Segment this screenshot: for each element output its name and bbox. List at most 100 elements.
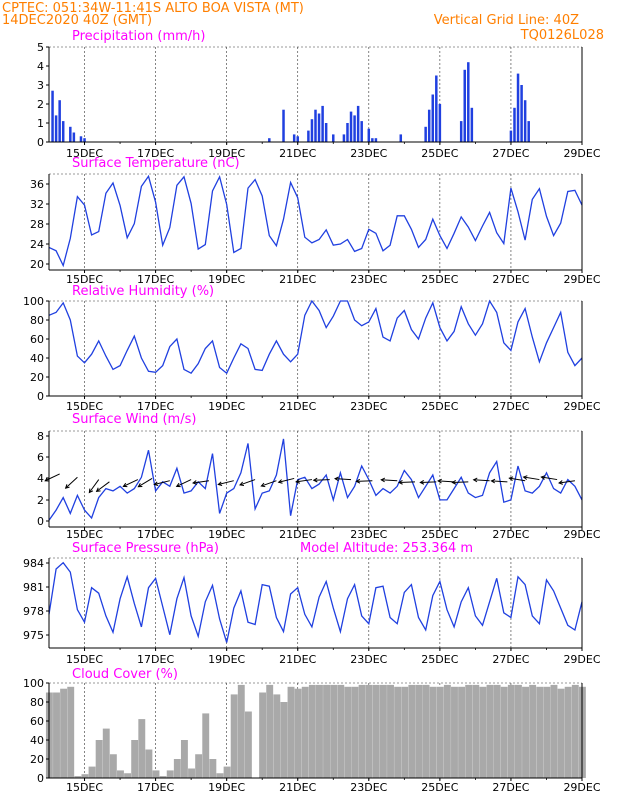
cloud-bar bbox=[337, 684, 345, 778]
header-date: 14DEC2020 40Z (GMT) bbox=[2, 13, 152, 28]
precip-bar bbox=[58, 100, 61, 142]
cloud-bar bbox=[372, 684, 380, 778]
wind-vector bbox=[192, 480, 209, 485]
cloud-bar bbox=[188, 768, 195, 778]
x-tick-label: 19DEC bbox=[208, 147, 245, 160]
pressure-series-line bbox=[48, 561, 583, 643]
model-altitude-label: Model Altitude: 253.364 m bbox=[300, 541, 473, 556]
wind-vector bbox=[437, 478, 455, 484]
precip-bar bbox=[79, 136, 83, 142]
cloud-bar bbox=[486, 684, 494, 778]
cloud-bar bbox=[323, 684, 331, 778]
x-tick-label: 25DEC bbox=[421, 653, 458, 666]
cloud-bar bbox=[443, 684, 451, 778]
cloud-bar bbox=[522, 686, 529, 778]
precip-bar bbox=[360, 121, 363, 142]
x-tick-label: 27DEC bbox=[492, 528, 529, 541]
humidity-title: Relative Humidity (%) bbox=[72, 284, 214, 299]
temp-panel: 20 24 28 32 36 15DEC 17DEC 19DEC 21DEC 23DEC 25DEC… bbox=[30, 156, 601, 286]
y-tick-label: 975 bbox=[23, 629, 44, 642]
wind-vector bbox=[95, 481, 110, 493]
precip-bar bbox=[438, 104, 442, 142]
precip-bar bbox=[61, 121, 65, 142]
precip-bar bbox=[342, 134, 346, 142]
cloud-bar bbox=[287, 686, 295, 778]
x-tick-label: 21DEC bbox=[279, 400, 316, 413]
y-tick-label: 80 bbox=[30, 314, 44, 327]
x-tick-label: 21DEC bbox=[279, 147, 316, 160]
y-tick-label: 2 bbox=[37, 494, 44, 507]
y-tick-label: 60 bbox=[30, 715, 44, 728]
cloud-bar bbox=[436, 686, 444, 778]
cloud-bar bbox=[273, 694, 281, 778]
y-tick-label: 20 bbox=[30, 258, 44, 271]
x-tick-label: 19DEC bbox=[208, 653, 245, 666]
precip-bar bbox=[367, 128, 371, 142]
cloud-bar bbox=[472, 684, 480, 778]
wind-vector bbox=[122, 479, 139, 488]
y-tick-label: 0 bbox=[37, 772, 44, 785]
y-tick-label: 984 bbox=[23, 557, 44, 570]
wind-vector bbox=[217, 480, 234, 487]
y-tick-label: 32 bbox=[30, 198, 44, 211]
wind-vector bbox=[472, 477, 490, 483]
precip-bar bbox=[314, 109, 317, 142]
y-tick-label: 40 bbox=[30, 352, 44, 365]
precip-bar bbox=[509, 130, 513, 142]
precip-bar bbox=[427, 109, 431, 142]
cloud-bar bbox=[195, 754, 203, 778]
x-tick-label: 27DEC bbox=[492, 273, 529, 286]
cloud-bar bbox=[209, 759, 217, 778]
cloud-panel: 0 20 40 60 80 100 15DEC 17DEC 19DEC 21DEC 23DEC 25D… bbox=[23, 667, 601, 794]
precip-bar bbox=[307, 130, 310, 142]
y-tick-label: 3 bbox=[37, 79, 44, 92]
precip-bar bbox=[513, 107, 516, 142]
cloud-bar bbox=[280, 702, 288, 778]
x-tick-label: 19DEC bbox=[208, 273, 245, 286]
x-tick-label: 23DEC bbox=[350, 147, 387, 160]
cloud-bar bbox=[536, 686, 544, 778]
cloud-title: Cloud Cover (%) bbox=[72, 667, 178, 682]
y-tick-label: 981 bbox=[23, 581, 44, 594]
pressure-panel: 975 978 981 984 15DEC 17DEC 19DEC 21DEC 23DEC 25D… bbox=[23, 541, 601, 666]
x-tick-label: 27DEC bbox=[492, 400, 529, 413]
cloud-bar bbox=[358, 684, 366, 778]
y-tick-label: 60 bbox=[30, 333, 44, 346]
cloud-bar bbox=[138, 719, 146, 778]
humidity-series-line bbox=[48, 299, 583, 375]
cloud-bar bbox=[379, 684, 387, 778]
x-tick-label: 17DEC bbox=[137, 147, 174, 160]
x-tick-label: 15DEC bbox=[66, 147, 103, 160]
pressure-title: Surface Pressure (hPa) bbox=[72, 541, 219, 556]
wind-vector bbox=[558, 480, 575, 485]
x-tick-label: 19DEC bbox=[208, 781, 245, 794]
x-tick-label: 21DEC bbox=[279, 273, 316, 286]
precip-bar bbox=[520, 85, 523, 142]
precip-bar bbox=[51, 90, 54, 142]
cloud-bar bbox=[422, 684, 430, 778]
wind-vector bbox=[295, 479, 313, 484]
precip-bar bbox=[467, 62, 470, 143]
x-tick-label: 17DEC bbox=[137, 400, 174, 413]
precip-bar bbox=[282, 109, 285, 142]
wind-vector bbox=[540, 475, 558, 481]
cloud-bar bbox=[74, 776, 82, 778]
x-tick-label: 21DEC bbox=[279, 528, 316, 541]
cloud-bar bbox=[259, 692, 267, 778]
x-tick-label: 15DEC bbox=[66, 273, 103, 286]
cloud-bar bbox=[408, 684, 416, 778]
cloud-bar bbox=[159, 776, 167, 778]
cloud-bar bbox=[564, 686, 572, 778]
wind-panel: 0 2 4 6 8 15DEC 17DEC 19DEC 21DEC 23DEC 25DEC 27DEC… bbox=[37, 412, 601, 541]
y-tick-label: 100 bbox=[23, 677, 44, 690]
cloud-bar bbox=[67, 686, 75, 778]
wind-series-line bbox=[48, 438, 583, 521]
precip-panel: 0 1 2 3 4 5 15DEC 17DEC 19DEC 21DEC 23DEC 25DEC 27DE… bbox=[37, 29, 601, 160]
cloud-bar bbox=[415, 684, 423, 778]
cloud-bar bbox=[316, 684, 323, 778]
y-tick-label: 36 bbox=[30, 178, 44, 191]
x-tick-label: 29DEC bbox=[563, 528, 600, 541]
y-tick-label: 80 bbox=[30, 696, 44, 709]
cloud-bar bbox=[294, 688, 302, 778]
x-tick-label: 21DEC bbox=[279, 781, 316, 794]
